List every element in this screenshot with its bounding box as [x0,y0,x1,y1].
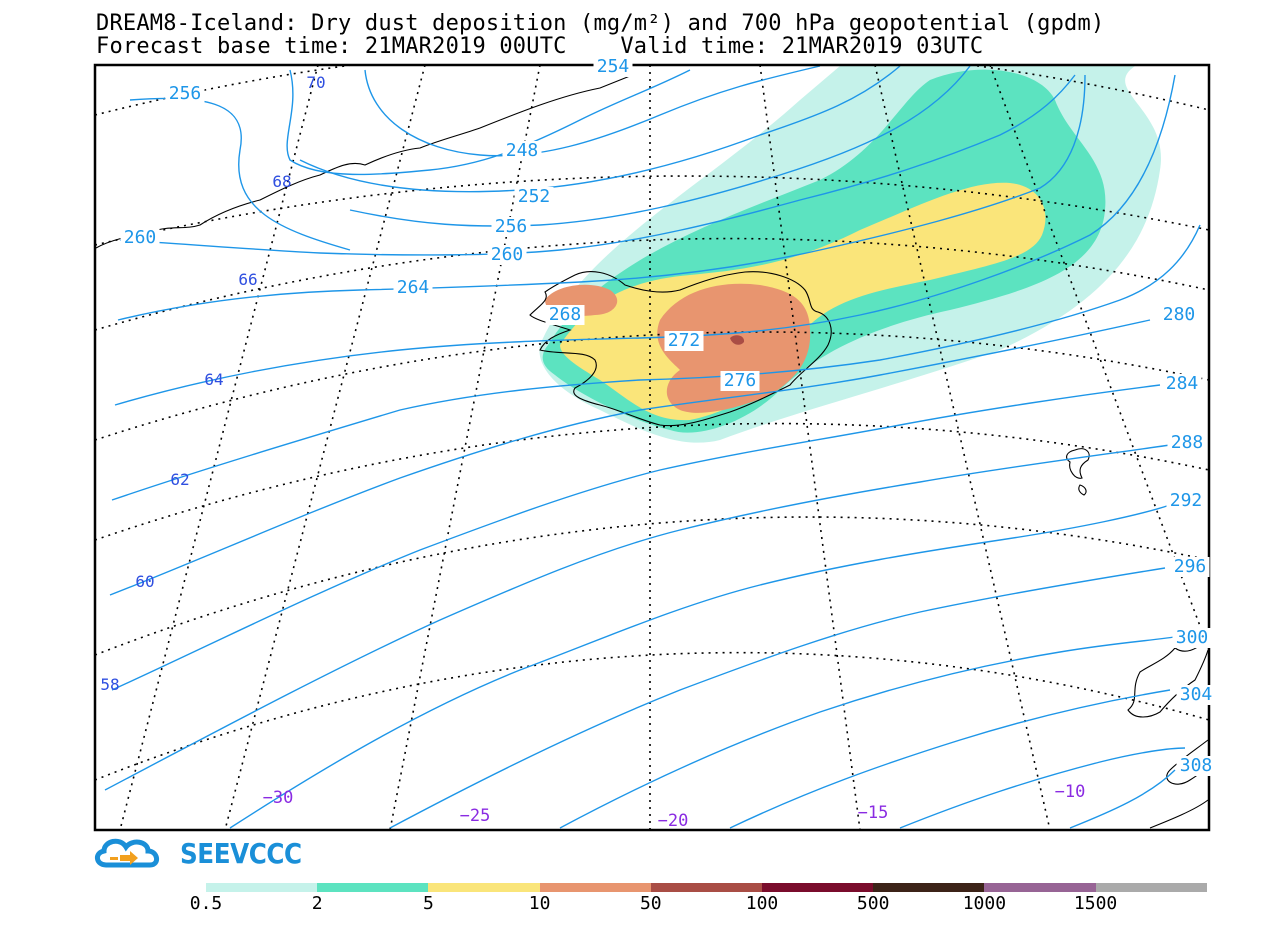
colorbar-swatch [428,883,540,892]
colorbar-label: 10 [528,893,551,914]
logo-text: SEEVCCC [180,836,302,870]
longitude-label-−20: −20 [658,811,689,831]
colorbar-label: 50 [639,893,662,914]
colorbar-label: 100 [745,893,779,914]
geopotential-label-304: 304 [1180,684,1213,705]
geopotential-label-276-bg [720,371,760,391]
longitude-label-−10: −10 [1055,782,1086,802]
map-frame [93,63,1211,832]
geopotential-label-300: 300 [1176,627,1209,648]
colorbar-swatch [317,883,429,892]
geopotential-label-252: 252 [518,186,551,207]
norway-coastline [1127,639,1209,829]
latitude-label-66: 66 [238,270,257,289]
dust-level-50 [730,335,745,345]
geopotential-label-260: 260 [491,244,524,265]
graticule [95,65,1209,830]
geopotential-label-256-bg [491,217,531,237]
geopotential-label-292: 292 [1170,490,1203,511]
colorbar-label: 2 [311,893,323,914]
colorbar-label: 500 [856,893,890,914]
geopotential-label-260-bg [487,245,527,265]
geopotential-contours [104,65,1201,829]
geopotential-label-292-bg [1166,491,1206,511]
geopotential-label-268: 268 [549,304,582,325]
colorbar-swatch [206,883,318,892]
geopotential-label-280: 280 [1163,304,1196,325]
colorbar-swatch [1095,883,1207,892]
colorbar-swatch [650,883,762,892]
geopotential-label-296-bg [1170,557,1210,577]
geopotential-label-308-bg [1176,756,1216,776]
chart-title-line2: Forecast base time: 21MAR2019 00UTC Vali… [96,34,984,59]
geopotential-label-284-bg [1162,374,1202,394]
colorbar-swatch [539,883,651,892]
dust-shading [539,66,1161,443]
geopotential-label-254-bg [593,57,633,77]
geopotential-label-248: 248 [506,140,539,161]
iceland-coastline [529,271,832,427]
geopotential-label-260: 260 [124,227,157,248]
longitude-label-−15: −15 [858,803,889,823]
longitude-label-−30: −30 [263,788,294,808]
geopotential-label-252-bg [514,187,554,207]
seevccc-logo: SEEVCCC [94,834,318,872]
colorbar-swatch [873,883,985,892]
latitude-label-64: 64 [204,370,223,389]
geopotential-label-256: 256 [495,216,528,237]
geopotential-label-308: 308 [1180,755,1213,776]
latitude-label-62: 62 [170,470,189,489]
greenland-coastline [95,65,633,249]
colorbar-label: 5 [422,893,434,914]
geopotential-label-288-bg [1167,433,1207,453]
geopotential-label-264-bg [393,278,433,298]
geopotential-label-248-bg [502,141,542,161]
latitude-label-60: 60 [135,572,154,591]
colorbar-label: 0.5 [189,893,223,914]
colorbar [206,883,1207,892]
cloud-arrow-icon [95,838,159,868]
geopotential-label-300-bg [1172,628,1212,648]
colorbar-label: 1500 [1073,893,1118,914]
geopotential-label-268-bg [545,305,585,325]
geopotential-label-280-bg [1159,305,1199,325]
geopotential-label-288: 288 [1171,432,1204,453]
geopotential-label-284: 284 [1166,373,1199,394]
geopotential-label-276: 276 [724,370,757,391]
geopotential-label-264: 264 [397,277,430,298]
geopotential-label-260-bg [120,228,160,248]
latitude-label-68: 68 [272,172,291,191]
faroe-coastline [1066,448,1090,496]
chart-title-line1: DREAM8-Iceland: Dry dust deposition (mg/… [96,11,1105,36]
geopotential-label-296: 296 [1174,556,1207,577]
geopotential-label-272-bg [664,331,704,351]
latitude-label-58: 58 [100,675,119,694]
geopotential-label-256-bg [165,84,205,104]
geopotential-label-254: 254 [597,56,630,77]
latitude-label-70: 70 [306,73,325,92]
colorbar-label: 1000 [962,893,1007,914]
geopotential-label-272: 272 [668,330,701,351]
colorbar-swatch [761,883,874,892]
colorbar-swatch [984,883,1096,892]
geopotential-label-256: 256 [169,83,202,104]
longitude-label-−25: −25 [460,806,491,826]
geopotential-label-304-bg [1176,685,1216,705]
